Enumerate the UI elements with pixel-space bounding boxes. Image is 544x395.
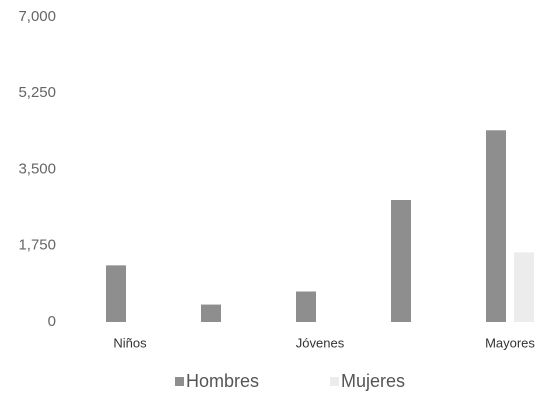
legend-swatch — [330, 377, 339, 386]
x-tick-label: Mayores — [485, 335, 535, 350]
legend-swatch — [175, 377, 184, 386]
y-tick-label: 1,750 — [18, 237, 56, 254]
y-tick-label: 7,000 — [18, 8, 56, 25]
bar — [486, 130, 506, 322]
x-tick-label: Jóvenes — [296, 335, 345, 350]
y-tick-label: 5,250 — [18, 84, 56, 101]
bar — [514, 252, 534, 322]
legend-label: Hombres — [186, 371, 259, 391]
bar — [106, 265, 126, 322]
y-tick-label: 0 — [48, 313, 56, 330]
y-tick-label: 3,500 — [18, 160, 56, 177]
bar — [201, 304, 221, 322]
bar — [391, 200, 411, 322]
legend-label: Mujeres — [341, 371, 405, 391]
bar — [296, 291, 316, 322]
x-tick-label: Niños — [113, 335, 147, 350]
